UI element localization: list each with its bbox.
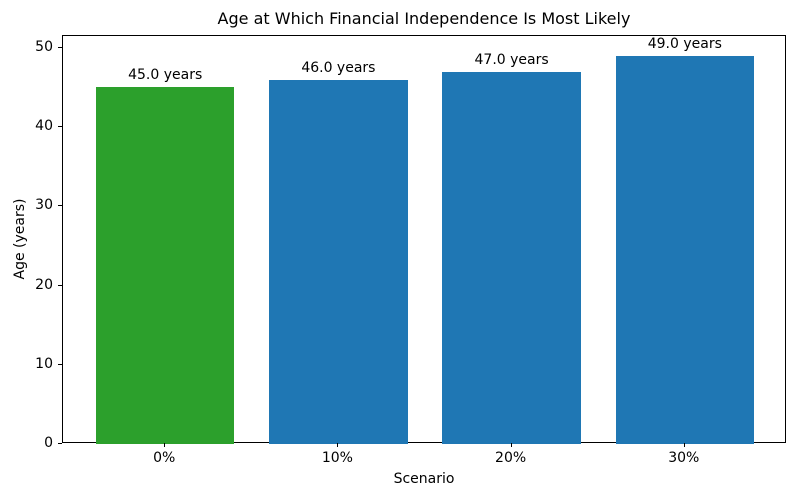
x-tick-label: 10% <box>321 450 353 466</box>
x-tick-mark <box>510 443 512 447</box>
x-tick-mark <box>683 443 685 447</box>
chart-title: Age at Which Financial Independence Is M… <box>217 9 631 28</box>
x-tick-mark <box>337 443 339 447</box>
y-tick-mark <box>58 284 62 286</box>
y-tick-label: 20 <box>35 276 53 293</box>
y-tick-mark <box>58 443 62 444</box>
y-tick-label: 0 <box>44 435 53 451</box>
bar <box>442 71 581 444</box>
y-tick-label: 10 <box>35 355 53 372</box>
x-tick-mark <box>164 443 166 447</box>
x-tick-label: 30% <box>668 450 700 466</box>
y-tick-label: 40 <box>35 118 53 135</box>
y-tick-label: 30 <box>35 197 53 214</box>
y-tick-mark <box>58 205 62 207</box>
bar <box>269 79 408 444</box>
y-tick-mark <box>58 126 62 128</box>
bar-value-label: 46.0 years <box>301 59 376 76</box>
y-tick-label: 50 <box>35 38 53 55</box>
bar-value-label: 47.0 years <box>474 51 549 68</box>
bar <box>615 55 755 444</box>
bar <box>95 87 235 444</box>
bar-value-label: 45.0 years <box>128 67 203 84</box>
x-tick-label: 20% <box>495 450 527 466</box>
y-tick-mark <box>58 46 62 48</box>
plot-area: 45.0 years 46.0 years 47.0 years 49.0 years <box>62 35 786 444</box>
x-axis-label: Scenario <box>393 471 455 487</box>
bar-value-label: 49.0 years <box>647 35 722 52</box>
y-tick-mark <box>58 363 62 365</box>
x-tick-label: 0% <box>153 450 176 466</box>
